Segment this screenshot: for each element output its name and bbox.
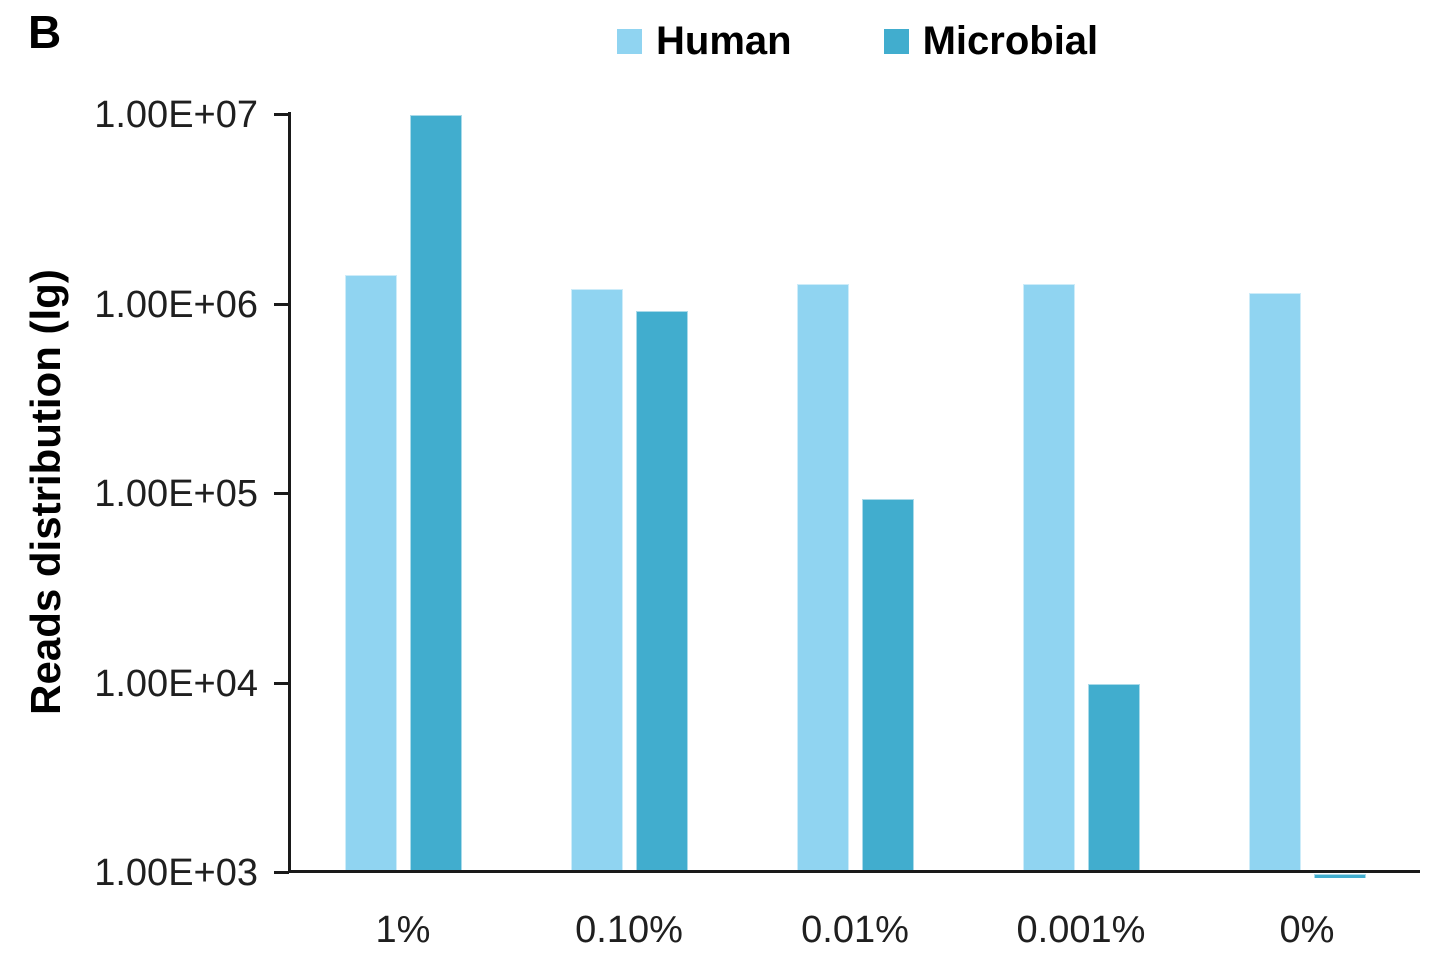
- x-tick-label-001: 0.01%: [801, 909, 909, 951]
- x-tick-label-0: 0%: [1279, 909, 1335, 951]
- legend-item-microbial: Microbial: [883, 19, 1099, 63]
- legend-swatch-human: [617, 28, 642, 54]
- y-tick-label-100e03: 1.00E+03: [94, 852, 258, 894]
- x-axis-line: [288, 870, 1420, 873]
- y-axis-line: [288, 112, 291, 873]
- y-tick-100e04: [274, 681, 289, 685]
- legend-label-human: Human: [656, 19, 792, 63]
- bar-human-0: [1248, 292, 1301, 873]
- bar-microbial-010: [635, 311, 688, 873]
- panel-label: B: [28, 6, 62, 58]
- y-tick-100e07: [274, 113, 289, 116]
- bar-microbial-0001: [1087, 684, 1140, 873]
- y-tick-label-100e07: 1.00E+07: [94, 94, 258, 136]
- legend-item-human: Human: [617, 21, 792, 61]
- bar-human-001: [796, 284, 849, 873]
- bar-microbial-1: [409, 115, 462, 873]
- bar-human-0001: [1022, 283, 1075, 873]
- legend-swatch-microbial: [883, 28, 909, 54]
- y-tick-100e03: [274, 871, 289, 874]
- y-tick-label-100e05: 1.00E+05: [94, 473, 258, 515]
- y-tick-100e06: [274, 302, 289, 306]
- legend: Human Microbial: [617, 19, 1099, 63]
- x-tick-label-1: 1%: [375, 909, 431, 951]
- y-tick-label-100e06: 1.00E+06: [94, 283, 258, 326]
- bar-microbial-0: [1313, 873, 1366, 878]
- legend-label-microbial: Microbial: [922, 19, 1099, 63]
- y-tick-label-100e04: 1.00E+04: [94, 662, 258, 705]
- x-tick-label-010: 0.10%: [575, 909, 683, 951]
- bar-human-1: [344, 275, 397, 873]
- bar-microbial-001: [861, 499, 914, 873]
- bar-human-010: [570, 289, 623, 873]
- y-tick-100e05: [274, 492, 289, 495]
- x-tick-label-0001: 0.001%: [1016, 909, 1146, 951]
